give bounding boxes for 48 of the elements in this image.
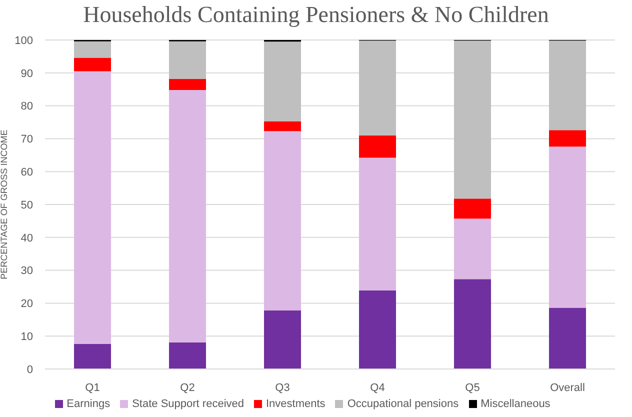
y-tick-label: 40 <box>20 232 33 244</box>
bar <box>264 121 301 132</box>
bar <box>359 290 396 369</box>
bar <box>169 342 206 369</box>
x-tick-label: Q5 <box>465 382 480 394</box>
bar <box>169 90 206 342</box>
bar <box>549 308 586 369</box>
legend-label: State Support received <box>132 398 244 410</box>
bar <box>454 279 491 369</box>
x-tick-label: Q4 <box>370 382 385 394</box>
y-tick-label: 50 <box>20 199 33 212</box>
bar <box>454 40 491 199</box>
legend-label: Investments <box>266 398 326 410</box>
legend-label: Occupational pensions <box>347 398 459 410</box>
y-tick-label: 20 <box>20 298 33 310</box>
bar <box>264 131 301 310</box>
bar <box>264 42 301 122</box>
y-tick-label: 100 <box>14 34 33 47</box>
x-tick-label: Q1 <box>85 382 100 394</box>
x-tick-label: Q3 <box>275 382 290 394</box>
bar <box>359 158 396 290</box>
chart-title: Households Containing Pensioners & No Children <box>82 2 550 28</box>
y-tick-label: 30 <box>20 265 33 278</box>
legend-label: Earnings <box>66 398 110 410</box>
y-tick-label: 10 <box>20 331 33 344</box>
bar <box>359 135 396 158</box>
legend-label: Miscellaneous <box>480 398 550 410</box>
y-tick-label: 0 <box>26 364 33 376</box>
y-tick-label: 90 <box>20 68 33 80</box>
bar <box>74 58 111 72</box>
bar <box>549 146 586 308</box>
bar <box>74 344 111 369</box>
x-tick-label: Q2 <box>180 382 195 394</box>
bar <box>74 71 111 344</box>
x-tick-label: Overall <box>550 382 585 394</box>
bar <box>74 41 111 58</box>
bar <box>549 40 586 130</box>
bar <box>169 78 206 90</box>
bar <box>359 40 396 136</box>
bar <box>549 130 586 147</box>
y-tick-label: 80 <box>20 100 33 113</box>
y-axis-title: PERCENTAGE OF GROSS INCOME <box>0 130 10 280</box>
bar <box>454 198 491 219</box>
y-tick-label: 60 <box>20 166 33 179</box>
bar <box>169 41 206 79</box>
bar <box>264 310 301 369</box>
y-tick-label: 70 <box>20 134 33 146</box>
bar <box>454 218 491 280</box>
